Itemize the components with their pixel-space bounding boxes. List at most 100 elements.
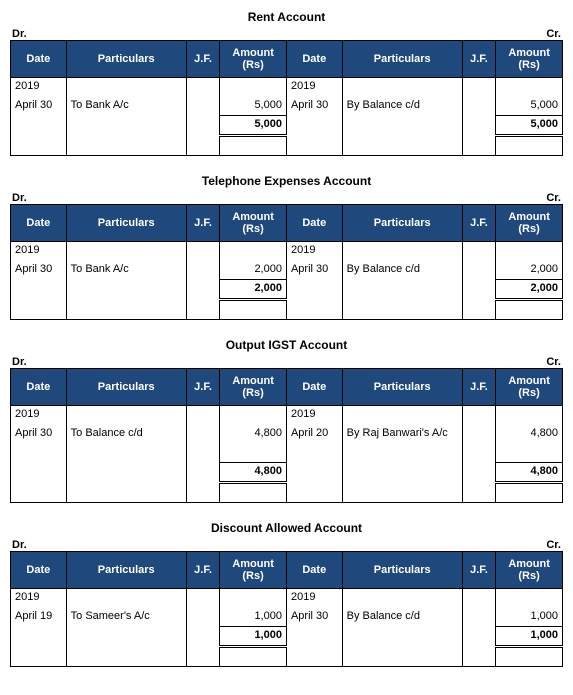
credit-year: 2019 [286,589,342,608]
table-header-row: Date Particulars J.F. Amount (Rs) Date P… [11,41,563,78]
credit-jf [462,78,495,97]
debit-particulars: To Sameer's A/c [66,608,186,627]
telephone-account-block: Telephone Expenses Account Dr. Cr. Date … [10,174,563,320]
table-row [11,483,563,503]
table-header-row: Date Particulars J.F. Amount (Rs) Date P… [11,205,563,242]
discount-allowed-account-table: Date Particulars J.F. Amount (Rs) Date P… [10,551,563,667]
dr-cr-row: Dr. Cr. [10,28,563,40]
header-jf: J.F. [462,369,495,406]
debit-particulars: To Bank A/c [66,97,186,116]
header-jf: J.F. [462,41,495,78]
cr-label: Cr. [546,356,561,368]
credit-year: 2019 [286,406,342,425]
table-row: April 30 To Bank A/c 2,000 April 30 By B… [11,261,563,280]
table-row [11,444,563,463]
credit-amount: 4,800 [496,425,563,444]
debit-total: 2,000 [220,280,287,300]
table-row: 2019 2019 [11,589,563,608]
header-jf: J.F. [186,205,219,242]
table-row [11,136,563,156]
debit-total: 4,800 [220,463,287,483]
header-date: Date [11,41,67,78]
debit-date: April 30 [11,425,67,444]
table-row: April 30 To Balance c/d 4,800 April 20 B… [11,425,563,444]
credit-total: 5,000 [496,116,563,136]
credit-particulars: By Balance c/d [342,97,462,116]
header-jf: J.F. [186,41,219,78]
header-date: Date [286,41,342,78]
table-row [11,300,563,320]
debit-particulars [66,78,186,97]
credit-total: 1,000 [496,627,563,647]
dr-cr-row: Dr. Cr. [10,192,563,204]
credit-year: 2019 [286,78,342,97]
debit-amount: 4,800 [220,425,287,444]
header-date: Date [11,205,67,242]
dr-label: Dr. [12,356,27,368]
credit-amount: 2,000 [496,261,563,280]
debit-amount: 1,000 [220,608,287,627]
debit-date: April 19 [11,608,67,627]
header-date: Date [286,369,342,406]
header-particulars: Particulars [342,552,462,589]
dr-cr-row: Dr. Cr. [10,539,563,551]
cr-label: Cr. [546,192,561,204]
table-row: 2019 2019 [11,78,563,97]
header-particulars: Particulars [342,41,462,78]
header-particulars: Particulars [66,205,186,242]
telephone-account-table: Date Particulars J.F. Amount (Rs) Date P… [10,204,563,320]
debit-date: April 30 [11,261,67,280]
credit-date: April 30 [286,608,342,627]
credit-jf [462,97,495,116]
debit-amount: 5,000 [220,97,287,116]
table-row: 2019 2019 [11,242,563,261]
credit-date: April 20 [286,425,342,444]
header-amount: Amount (Rs) [220,205,287,242]
table-row: 2019 2019 [11,406,563,425]
header-jf: J.F. [186,369,219,406]
table-row: April 19 To Sameer's A/c 1,000 April 30 … [11,608,563,627]
header-particulars: Particulars [66,552,186,589]
debit-jf [186,97,219,116]
debit-year: 2019 [11,78,67,97]
header-jf: J.F. [462,552,495,589]
table-row: 5,000 5,000 [11,116,563,136]
debit-particulars: To Balance c/d [66,425,186,444]
credit-particulars: By Raj Banwari's A/c [342,425,462,444]
header-amount: Amount (Rs) [220,369,287,406]
credit-total: 4,800 [496,463,563,483]
dr-label: Dr. [12,192,27,204]
header-jf: J.F. [186,552,219,589]
discount-allowed-account-block: Discount Allowed Account Dr. Cr. Date Pa… [10,521,563,667]
table-row [11,647,563,667]
credit-amount [496,78,563,97]
debit-amount [220,78,287,97]
table-row: April 30 To Bank A/c 5,000 April 30 By B… [11,97,563,116]
table-row: 4,800 4,800 [11,463,563,483]
header-jf: J.F. [462,205,495,242]
dr-label: Dr. [12,28,27,40]
account-title: Rent Account [10,10,563,24]
account-title: Output IGST Account [10,338,563,352]
output-igst-account-block: Output IGST Account Dr. Cr. Date Particu… [10,338,563,503]
credit-particulars: By Balance c/d [342,261,462,280]
credit-amount: 1,000 [496,608,563,627]
header-amount: Amount (Rs) [496,205,563,242]
header-particulars: Particulars [342,205,462,242]
debit-year: 2019 [11,242,67,261]
credit-particulars: By Balance c/d [342,608,462,627]
header-date: Date [11,552,67,589]
rent-account-block: Rent Account Dr. Cr. Date Particulars J.… [10,10,563,156]
header-date: Date [286,205,342,242]
table-row: 1,000 1,000 [11,627,563,647]
header-particulars: Particulars [66,41,186,78]
credit-date: April 30 [286,97,342,116]
credit-total: 2,000 [496,280,563,300]
dr-cr-row: Dr. Cr. [10,356,563,368]
credit-date: April 30 [286,261,342,280]
debit-amount: 2,000 [220,261,287,280]
debit-jf [186,78,219,97]
credit-particulars [342,78,462,97]
cr-label: Cr. [546,539,561,551]
debit-total: 5,000 [220,116,287,136]
